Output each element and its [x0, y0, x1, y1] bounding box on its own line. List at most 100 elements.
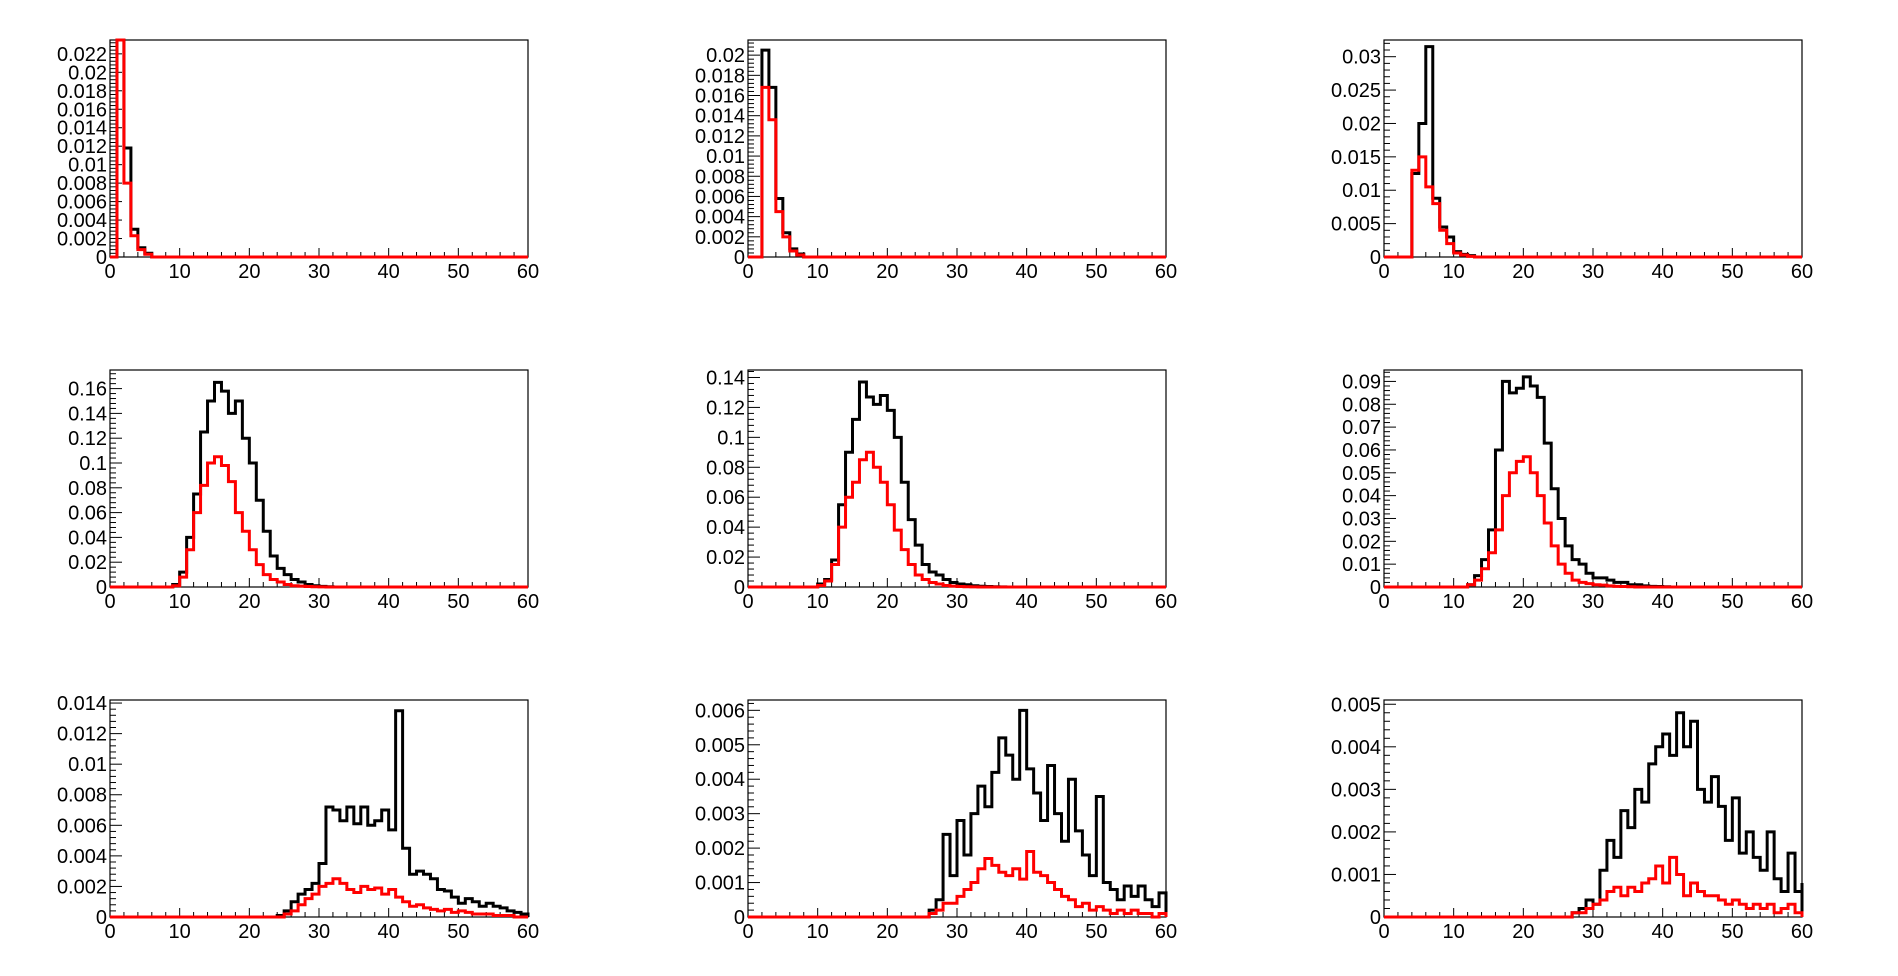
- x-tick-label: 60: [1791, 591, 1813, 613]
- x-tick-label: 20: [238, 261, 260, 283]
- y-tick-label: 0.002: [57, 876, 107, 898]
- y-tick-label: 0.04: [706, 517, 745, 539]
- histogram-series-black: [1384, 711, 1804, 919]
- y-tick-label: 0.012: [695, 126, 745, 148]
- y-tick-label: 0.001: [695, 873, 745, 895]
- y-tick-label: 0.08: [1342, 394, 1381, 416]
- x-tick-label: 50: [1085, 591, 1107, 613]
- y-tick-label: 0.01: [706, 146, 745, 168]
- y-tick-label: 0.016: [695, 86, 745, 108]
- x-tick-label: 20: [238, 591, 260, 613]
- x-tick-label: 60: [517, 591, 539, 613]
- y-tick-label: 0.006: [695, 186, 745, 208]
- y-tick-label: 0.01: [1342, 180, 1381, 202]
- y-tick-label: 0.006: [695, 700, 745, 722]
- x-tick-label: 30: [946, 591, 968, 613]
- x-tick-label: 40: [1016, 591, 1038, 613]
- y-tick-label: 0.04: [68, 527, 107, 549]
- histogram-series-black: [748, 48, 1166, 259]
- y-tick-label: 0.015: [1331, 147, 1381, 169]
- y-tick-label: 0.1: [79, 453, 107, 475]
- x-tick-label: 30: [1582, 261, 1604, 283]
- x-tick-label: 10: [807, 261, 829, 283]
- histogram-series-red: [110, 877, 528, 919]
- x-tick-label: 30: [308, 261, 330, 283]
- x-tick-label: 30: [946, 921, 968, 943]
- x-tick-label: 30: [946, 261, 968, 283]
- y-tick-label: 0.003: [1331, 779, 1381, 801]
- histogram-panel: 0 10 20 30 40 50 60 0 0.02 0.040.06 0.08 0.1 0.12 0.1…: [68, 369, 539, 613]
- y-tick-label: 0.16: [68, 379, 107, 401]
- y-tick-label: 0.002: [1331, 822, 1381, 844]
- x-tick-label: 20: [1512, 921, 1534, 943]
- y-tick-label: 0.02: [68, 552, 107, 574]
- histogram-panel: 0 10 20 30 40 50 6000.010.020.030.040.050.060.…: [1342, 369, 1813, 613]
- y-tick-label: 0.004: [57, 210, 107, 232]
- x-tick-label: 0: [742, 591, 753, 613]
- y-tick-label: 0: [734, 907, 745, 929]
- plot-frame: [1383, 39, 1803, 258]
- y-tick-label: 0.08: [706, 457, 745, 479]
- y-tick-label: 0.06: [1342, 440, 1381, 462]
- y-tick-label: 0: [734, 247, 745, 269]
- y-tick-label: 0.07: [1342, 417, 1381, 439]
- histogram-panel: 0 10 20 30 40 50 60 0 0.001 0.002 0.003 0.004 0.005 0…: [695, 699, 1177, 943]
- y-tick-label: 0: [1370, 907, 1381, 929]
- y-tick-label: 0.022: [57, 44, 107, 66]
- plot-frame: [109, 369, 529, 588]
- y-tick-label: 0.002: [695, 227, 745, 249]
- x-tick-label: 50: [1085, 921, 1107, 943]
- y-tick-label: 0.05: [1342, 463, 1381, 485]
- histogram-series-black: [110, 380, 528, 589]
- x-tick-label: 50: [1721, 921, 1743, 943]
- histogram-series-red: [1384, 855, 1804, 919]
- x-tick-label: 10: [1443, 261, 1465, 283]
- y-tick-label: 0.1: [717, 427, 745, 449]
- x-tick-label: 20: [1512, 591, 1534, 613]
- y-tick-label: 0.018: [57, 81, 107, 103]
- y-tick-label: 0.003: [695, 804, 745, 826]
- x-tick-label: 40: [1016, 261, 1038, 283]
- x-tick-label: 20: [238, 921, 260, 943]
- y-tick-label: 0.006: [57, 815, 107, 837]
- x-tick-label: 30: [308, 591, 330, 613]
- y-tick-label: 0.005: [1331, 214, 1381, 236]
- x-tick-label: 50: [1721, 261, 1743, 283]
- y-tick-label: 0.008: [57, 173, 107, 195]
- histogram-panel: 0 10 20 30 40 50 60 0 0.002 0.004 0.006 0.008 0.01 0.…: [57, 693, 539, 943]
- x-tick-label: 50: [1721, 591, 1743, 613]
- histogram-series-black: [110, 38, 528, 259]
- x-tick-label: 0: [1378, 261, 1389, 283]
- histogram-series-red: [748, 850, 1168, 919]
- y-tick-label: 0.004: [1331, 737, 1381, 759]
- y-tick-label: 0.03: [1342, 508, 1381, 530]
- y-tick-label: 0.02: [1342, 531, 1381, 553]
- x-tick-label: 10: [807, 921, 829, 943]
- y-tick-label: 0.005: [1331, 694, 1381, 716]
- x-tick-label: 40: [378, 261, 400, 283]
- y-tick-label: 0.14: [68, 403, 107, 425]
- histogram-series-red: [748, 85, 1166, 259]
- y-tick-label: 0.02: [706, 45, 745, 67]
- x-tick-label: 20: [876, 921, 898, 943]
- y-tick-label: 0: [96, 577, 107, 599]
- x-tick-label: 0: [742, 921, 753, 943]
- x-tick-label: 60: [1791, 261, 1813, 283]
- x-tick-label: 10: [1443, 591, 1465, 613]
- y-tick-label: 0: [1370, 247, 1381, 269]
- x-tick-label: 50: [447, 591, 469, 613]
- plot-frame: [747, 369, 1167, 588]
- histogram-panel: 0 10 20 30 40 50 60 0 0.005 0.01 0.015 0.02 0.025 0.0…: [1331, 39, 1813, 283]
- y-tick-label: 0.02: [1342, 113, 1381, 135]
- x-tick-label: 10: [169, 261, 191, 283]
- y-tick-label: 0.008: [57, 785, 107, 807]
- y-tick-label: 0.02: [706, 547, 745, 569]
- x-tick-label: 30: [1582, 591, 1604, 613]
- y-tick-label: 0.004: [695, 207, 745, 229]
- y-tick-label: 0.01: [68, 754, 107, 776]
- y-tick-label: 0.002: [695, 838, 745, 860]
- y-tick-label: 0.018: [695, 65, 745, 87]
- histogram-series-red: [110, 455, 528, 589]
- x-tick-label: 30: [1582, 921, 1604, 943]
- x-tick-label: 10: [169, 921, 191, 943]
